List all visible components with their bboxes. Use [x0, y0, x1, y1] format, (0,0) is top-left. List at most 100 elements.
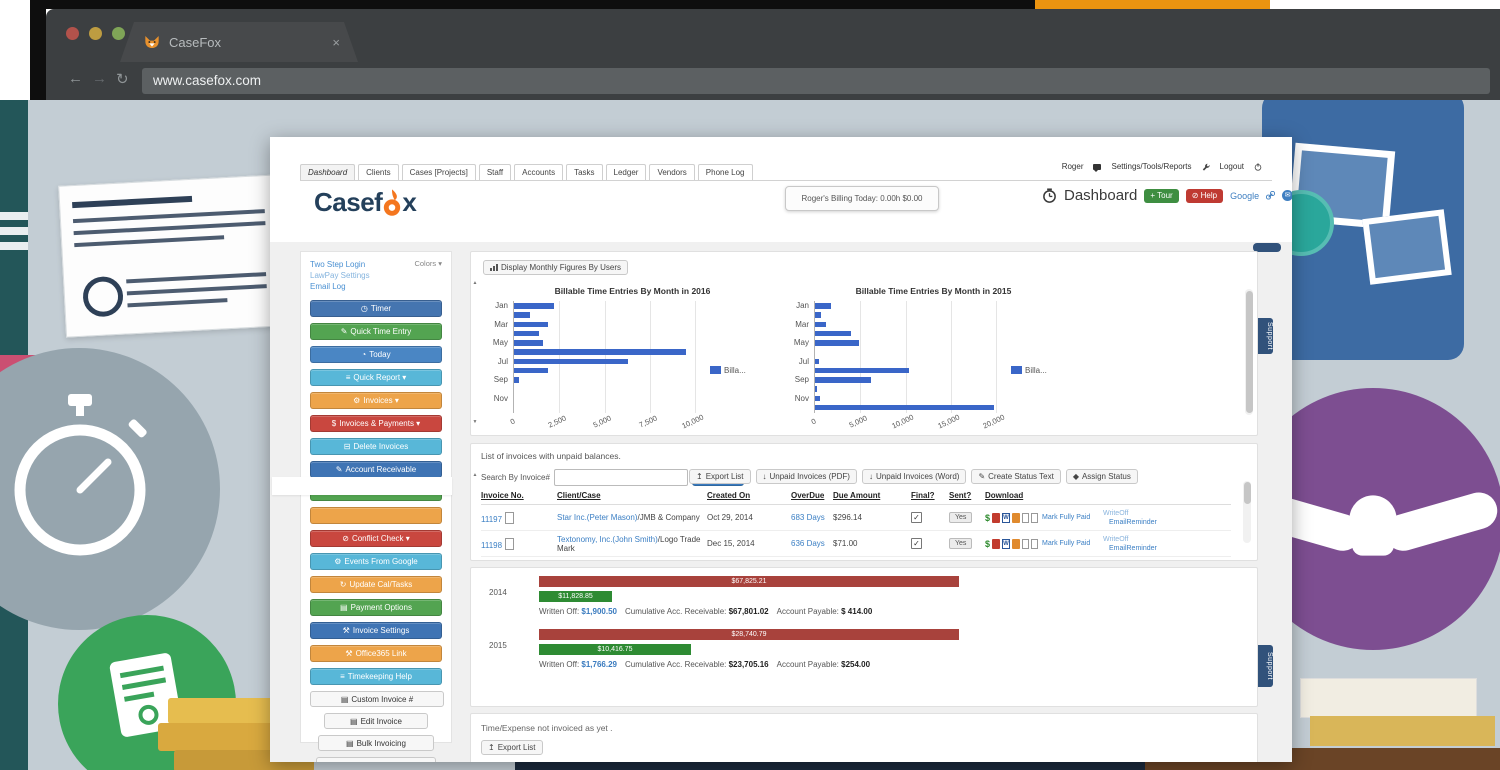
sidebar-button-delete-invoices[interactable]: ⊟ Delete Invoices — [310, 438, 442, 455]
document-icon[interactable] — [505, 511, 515, 524]
settings-menu[interactable]: Settings/Tools/Reports — [1111, 162, 1192, 171]
sidebar-link-two-step-login[interactable]: Two Step Login — [310, 260, 366, 269]
chat-bubble-icon[interactable] — [1093, 163, 1102, 172]
sidebar-button-invoice-settings[interactable]: ⚒ Invoice Settings — [310, 622, 442, 639]
bar-aug — [815, 367, 910, 374]
invoice-link[interactable]: 11197 — [481, 514, 503, 524]
app-tab-tasks[interactable]: Tasks — [566, 164, 603, 180]
logout-link[interactable]: Logout — [1219, 162, 1244, 171]
mark-fully-paid-link[interactable]: Mark Fully Paid — [1042, 514, 1091, 521]
pdf-icon[interactable] — [992, 512, 1001, 523]
app-tab-dashboard[interactable]: Dashboard — [300, 164, 356, 180]
scroll-up-icon[interactable]: ▲ — [472, 472, 478, 478]
sidebar-button-today[interactable]: ◔ Today — [310, 346, 442, 363]
mail-icon[interactable]: ✉ — [1282, 190, 1292, 201]
writeoff-link[interactable]: WriteOff — [1103, 509, 1129, 517]
sidebar-button-invoices-payments[interactable]: $ Invoices & Payments ▾ — [310, 415, 442, 432]
sidebar-button-timer[interactable]: ◷ Timer — [310, 300, 442, 317]
mark-fully-paid-link[interactable]: Mark Fully Paid — [1042, 540, 1091, 547]
payment-icon[interactable]: $ — [985, 512, 991, 523]
word-icon[interactable]: W — [1002, 538, 1011, 549]
charts-scrollbar[interactable] — [1245, 289, 1253, 415]
doc-icon[interactable] — [1022, 512, 1030, 523]
user-menu-name[interactable]: Roger — [1061, 162, 1084, 171]
app-tab-vendors[interactable]: Vendors — [649, 164, 695, 180]
close-tab-icon[interactable]: × — [332, 34, 340, 50]
invoice-search-input[interactable] — [553, 469, 688, 486]
app-tab-ledger[interactable]: Ledger — [605, 164, 647, 180]
sidebar-link-email-log[interactable]: Email Log — [310, 282, 346, 291]
unpaid-invoices-pdf-button[interactable]: ↓ Unpaid Invoices (PDF) — [755, 469, 857, 484]
back-icon[interactable]: ← — [68, 70, 83, 87]
sidebar-button-occluded[interactable] — [310, 507, 442, 524]
minimize-window-button[interactable] — [89, 27, 102, 40]
assign-status-button[interactable]: ◆ Assign Status — [1065, 469, 1138, 484]
final-checkbox[interactable]: ✓ — [911, 512, 922, 523]
reload-icon[interactable]: ↻ — [116, 71, 129, 88]
overdue-link[interactable]: 683 Days — [791, 513, 825, 522]
display-monthly-figures-button[interactable]: Display Monthly Figures By Users — [483, 260, 629, 275]
word-icon[interactable]: W — [1002, 512, 1011, 523]
maximize-window-button[interactable] — [112, 27, 125, 40]
link-icon[interactable] — [1266, 191, 1276, 200]
sidebar-button-edit-invoice[interactable]: ▤ Edit Invoice — [323, 713, 429, 729]
sidebar-link-lawpay-settings[interactable]: LawPay Settings — [310, 271, 370, 280]
document-icon[interactable] — [505, 537, 515, 550]
invoice-link[interactable]: 11198 — [481, 540, 503, 550]
sidebar-button-quick-time-entry[interactable]: ✎ Quick Time Entry — [310, 323, 442, 340]
colors-link[interactable]: Colors ▾ — [414, 259, 442, 268]
support-tab[interactable]: Support — [1258, 318, 1273, 354]
overdue-link[interactable]: 636 Days — [791, 539, 825, 548]
sidebar-button-payment-options[interactable]: ▤ Payment Options — [310, 599, 442, 616]
sidebar-button-bulk-invoicing[interactable]: ▤ Bulk Invoicing — [318, 735, 434, 751]
client-link[interactable]: Textonomy, Inc.(John Smith) — [557, 534, 658, 544]
gridline — [951, 301, 953, 413]
app-tab-staff[interactable]: Staff — [478, 164, 512, 180]
writeoff-link[interactable]: WriteOff — [1103, 535, 1129, 543]
app-tab-accounts[interactable]: Accounts — [514, 164, 564, 180]
sent-button[interactable]: Yes — [949, 538, 973, 549]
invoices-scrollbar[interactable] — [1243, 481, 1251, 543]
scroll-pill[interactable] — [1253, 243, 1281, 252]
export-list-button[interactable]: ↥ Export List — [689, 469, 751, 484]
payment-icon[interactable]: $ — [985, 538, 991, 549]
app-tab-phone-log[interactable]: Phone Log — [697, 164, 753, 180]
scroll-up-icon[interactable]: ▲ — [472, 280, 478, 286]
client-link[interactable]: Star Inc.(Peter Mason) — [557, 513, 638, 522]
tour-button[interactable]: + Tour — [1144, 188, 1179, 203]
sidebar-button-account-receivable[interactable]: ✎ Account Receivable — [310, 461, 442, 478]
writer-icon[interactable] — [1012, 538, 1021, 549]
app-tab-clients[interactable]: Clients — [358, 164, 399, 180]
writer-icon[interactable] — [1012, 512, 1021, 523]
forward-icon[interactable]: → — [92, 70, 107, 87]
sidebar-button-quick-report[interactable]: ≡ Quick Report ▾ — [310, 369, 442, 386]
sidebar-button-update-cal-tasks[interactable]: ↻ Update Cal/Tasks — [310, 576, 442, 593]
sidebar-button-custom-invoice[interactable]: ▤ Custom Invoice # — [310, 691, 444, 707]
doc-icon[interactable] — [1031, 538, 1039, 549]
help-button[interactable]: ⊘ Help — [1185, 188, 1224, 203]
sidebar-button-invoices[interactable]: ⚙ Invoices ▾ — [310, 392, 442, 409]
url-bar[interactable]: www.casefox.com — [142, 68, 1490, 94]
sent-button[interactable]: Yes — [949, 512, 973, 523]
sidebar-button-diff-hourly-rates[interactable]: ▤Diff. Hourly Rates — [315, 757, 437, 762]
scroll-down-icon[interactable]: ▼ — [472, 419, 478, 425]
export-list-button[interactable]: ↥ Export List — [481, 740, 543, 755]
sidebar-button-timekeeping-help[interactable]: ≡ Timekeeping Help — [310, 668, 442, 685]
unpaid-invoices-word-button[interactable]: ↓ Unpaid Invoices (Word) — [861, 469, 967, 484]
support-tab[interactable]: Support — [1258, 645, 1273, 687]
app-tab-cases-projects[interactable]: Cases [Projects] — [401, 164, 476, 180]
browser-tab[interactable]: CaseFox × — [120, 22, 358, 62]
doc-icon[interactable] — [1031, 512, 1039, 523]
close-window-button[interactable] — [66, 27, 79, 40]
final-checkbox[interactable]: ✓ — [911, 538, 922, 549]
email-reminder-link[interactable]: EmailReminder — [1109, 518, 1157, 526]
sidebar-button-office365-link[interactable]: ⚒ Office365 Link — [310, 645, 442, 662]
pdf-icon[interactable] — [992, 538, 1001, 549]
sidebar-button-conflict-check[interactable]: ⊘ Conflict Check ▾ — [310, 530, 442, 547]
create-status-text-button[interactable]: ✎ Create Status Text — [971, 469, 1061, 484]
email-reminder-link[interactable]: EmailReminder — [1109, 544, 1157, 552]
picture-frame-icon — [1362, 209, 1452, 285]
google-link[interactable]: Google — [1230, 190, 1260, 201]
sidebar-button-events-from-google[interactable]: ⚙ Events From Google — [310, 553, 442, 570]
doc-icon[interactable] — [1022, 538, 1030, 549]
